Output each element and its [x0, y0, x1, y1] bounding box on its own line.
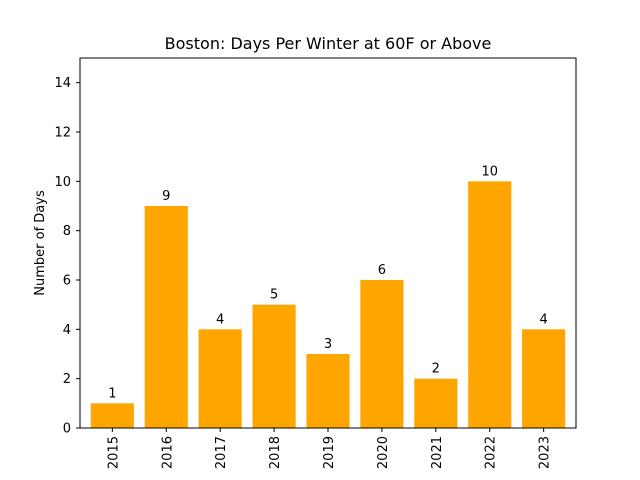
y-axis-label: Number of Days	[33, 190, 48, 296]
data-label-2017: 4	[216, 312, 224, 327]
x-tick-label: 2018	[268, 436, 283, 469]
data-labels-group: 1 9 4 5 3 6 2 10 4	[108, 164, 548, 401]
y-tick-label: 14	[54, 76, 71, 91]
y-axis-ticks: 0 2 4 6 8 10 12 14	[54, 76, 80, 437]
bar-2022	[468, 181, 512, 428]
bar-2017	[198, 329, 242, 428]
x-tick-label: 2021	[430, 436, 445, 469]
bar-2023	[522, 329, 566, 428]
x-tick-label: 2016	[160, 436, 175, 469]
data-label-2020: 6	[378, 263, 386, 278]
bar-2016	[144, 206, 188, 428]
bar-2018	[252, 304, 296, 428]
x-tick-label: 2022	[484, 436, 499, 469]
plot-frame	[79, 57, 577, 429]
data-label-2015: 1	[108, 386, 116, 401]
y-tick-label: 12	[54, 126, 71, 141]
x-tick-label: 2019	[322, 436, 337, 469]
y-tick-label: 4	[63, 323, 71, 338]
y-tick-label: 6	[63, 274, 71, 289]
x-tick-label: 2023	[538, 436, 553, 469]
bar-2019	[306, 354, 350, 428]
y-tick-label: 10	[54, 175, 71, 190]
y-tick-label: 2	[63, 372, 71, 387]
data-label-2021: 2	[432, 362, 440, 377]
y-tick-label: 0	[63, 422, 71, 437]
x-tick-label: 2017	[214, 436, 229, 469]
x-tick-label: 2015	[106, 436, 121, 469]
data-label-2022: 10	[481, 164, 498, 179]
data-label-2016: 9	[162, 189, 170, 204]
bar-2020	[360, 280, 404, 428]
data-label-2023: 4	[540, 312, 548, 327]
y-tick-label: 8	[63, 224, 71, 239]
bar-2021	[414, 378, 458, 428]
x-axis-ticks: 2015 2016 2017 2018 2019 2020 2021 2022 2023	[106, 428, 553, 469]
bars-group	[90, 181, 566, 428]
data-label-2018: 5	[270, 288, 278, 303]
data-label-2019: 3	[324, 337, 332, 352]
chart-title: Boston: Days Per Winter at 60F or Above	[165, 34, 492, 53]
x-tick-label: 2020	[376, 436, 391, 469]
bar-2015	[90, 403, 134, 428]
